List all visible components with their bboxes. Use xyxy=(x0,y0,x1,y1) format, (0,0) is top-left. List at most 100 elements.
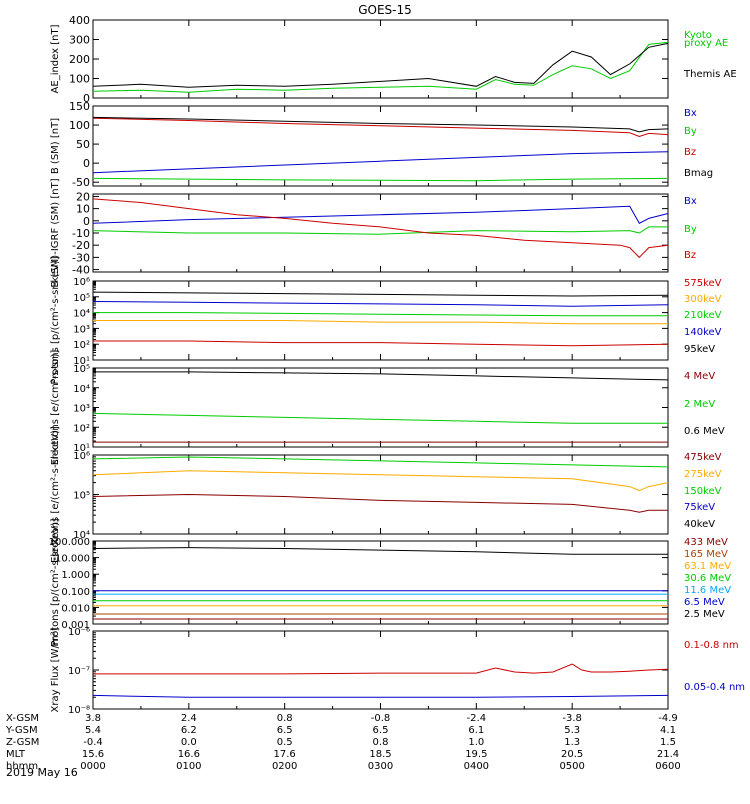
ephemeris-row-label: X-GSM xyxy=(6,713,39,724)
series-line-475kev xyxy=(92,493,668,513)
legend-entry: Bmag xyxy=(684,168,713,179)
y-tick-label: 10⁻⁸ xyxy=(68,705,90,716)
legend-entry: 475keV xyxy=(684,452,722,463)
ephemeris-value: 17.6 xyxy=(274,749,296,760)
series-line-95kev xyxy=(92,291,669,297)
series-line-kyoto xyxy=(92,41,669,93)
legend-entry: 75keV xyxy=(684,502,715,513)
legend-entry: Bz xyxy=(684,147,696,158)
series-line-bz xyxy=(92,198,669,259)
ephemeris-value: 0600 xyxy=(655,761,680,772)
ephemeris-value: 0000 xyxy=(80,761,105,772)
ephemeris-value: 20.5 xyxy=(561,749,583,760)
legend-entry: 2 MeV xyxy=(684,399,715,410)
y-tick-label: 10⁴ xyxy=(73,530,90,541)
y-axis-label: Protons [p/(cm²-s-sr-keV)] xyxy=(50,256,61,384)
series-line-by xyxy=(92,177,669,182)
legend-entry: 210keV xyxy=(684,310,722,321)
y-tick-label: 10³ xyxy=(73,324,90,335)
series-line-275kev xyxy=(92,470,669,492)
series-line-140kev xyxy=(92,301,669,307)
legend-entry: Bz xyxy=(684,250,696,261)
y-tick-label: 10⁵ xyxy=(73,491,90,502)
y-tick-label: 10² xyxy=(73,340,90,351)
ephemeris-value: 15.6 xyxy=(82,749,104,760)
panel-2: -50 0 50 100 150 B (SM) [nT] Bx By Bz Bmag xyxy=(50,100,713,189)
plot-title: GOES-15 xyxy=(358,3,412,17)
panel-frame xyxy=(92,540,669,625)
y-tick-label: 0.001 xyxy=(61,620,90,631)
date-label: 2019 May 16 xyxy=(6,766,78,779)
series-line-by xyxy=(92,226,668,235)
series-line-0-1-0-8-nm xyxy=(93,663,669,675)
y-tick-label: 100.000 xyxy=(49,537,90,548)
y-tick-label: 10⁶ xyxy=(73,277,90,288)
ephemeris-value: 0.8 xyxy=(373,737,389,748)
ephemeris-value: 0200 xyxy=(272,761,297,772)
y-tick-label: 10¹ xyxy=(73,356,90,367)
ephemeris-row-label: Z-GSM xyxy=(6,737,39,748)
ephemeris-value: 0.5 xyxy=(277,737,293,748)
y-tick-label: 10¹ xyxy=(73,443,90,454)
y-axis-label: AE_index [nT] xyxy=(50,24,61,93)
y-tick-label: 150 xyxy=(69,100,90,113)
y-tick-label: 10⁴ xyxy=(73,309,90,320)
ephemeris-value: 0300 xyxy=(368,761,393,772)
ephemeris-value: 6.5 xyxy=(277,725,293,736)
legend-entry: 95keV xyxy=(684,344,715,355)
y-tick-label: 10.000 xyxy=(55,554,90,565)
ephemeris-value: 3.8 xyxy=(85,713,101,724)
ephemeris-value: 2.4 xyxy=(181,713,197,724)
panel-4: 10¹ 10² 10³ 10⁴ 10⁵ 10⁶ Protons [p/(cm²-s-sr-k… xyxy=(50,256,722,384)
legend-entry: 6.5 MeV xyxy=(684,597,725,608)
series-line-210kev xyxy=(93,312,668,317)
series-line-2-mev xyxy=(92,412,668,424)
y-tick-label: -40 xyxy=(72,264,90,277)
ephemeris-value: -3.8 xyxy=(562,713,582,724)
y-tick-label: 0.010 xyxy=(61,603,90,614)
legend-entry: 11.6 MeV xyxy=(684,585,731,596)
y-tick-label: 10 xyxy=(76,203,90,216)
y-tick-label: 300 xyxy=(69,34,90,47)
legend-entry: 150keV xyxy=(684,486,722,497)
ephemeris-value: 1.0 xyxy=(468,737,484,748)
legend-entry: 140keV xyxy=(684,327,722,338)
y-tick-label: -50 xyxy=(72,176,90,189)
y-axis-label: Protons [p/(cm²-s-sr-keV)] xyxy=(50,518,61,646)
y-tick-label: 10⁴ xyxy=(73,384,90,395)
legend-entry: Kyoto xyxy=(684,30,712,41)
y-tick-label: 0 xyxy=(83,92,90,105)
series-line-0-05-0-4-nm xyxy=(92,694,669,698)
legend-entry: 165 MeV xyxy=(684,549,728,560)
ephemeris-value: 0400 xyxy=(464,761,489,772)
ephemeris-value: 0100 xyxy=(176,761,201,772)
ephemeris-value: 4.1 xyxy=(660,725,676,736)
ephemeris-row-label: Y-GSM xyxy=(5,725,38,736)
y-tick-label: 10⁶ xyxy=(73,451,90,462)
legend-entry: Bx xyxy=(684,196,697,207)
ephemeris-value: -0.8 xyxy=(371,713,391,724)
y-tick-label: 10⁻⁷ xyxy=(68,666,90,677)
legend-entry: By xyxy=(684,224,697,235)
ephemeris-value: 1.5 xyxy=(660,737,676,748)
legend-entry: Bx xyxy=(684,108,697,119)
y-axis-label: Xray Flux [W/m²] xyxy=(50,627,61,712)
ephemeris-row-label: hhmm xyxy=(6,761,38,772)
y-tick-label: 1.000 xyxy=(61,570,90,581)
y-tick-label: 10² xyxy=(73,423,90,434)
y-tick-label: 0 xyxy=(83,157,90,170)
series-line-bx xyxy=(92,205,669,224)
y-tick-label: 0.100 xyxy=(61,587,90,598)
legend-entry: 0.05-0.4 nm xyxy=(684,682,745,693)
panel-8: 10⁻⁸ 10⁻⁷ 10⁻⁶ Xray Flux [W/m²] 0.1-0.8 nm 0.… xyxy=(50,627,745,716)
ephemeris-value: 0500 xyxy=(559,761,584,772)
legend-entry: 63.1 MeV xyxy=(684,561,731,572)
y-tick-label: 20 xyxy=(76,190,90,203)
y-axis-label: B (SM) [nT] xyxy=(50,118,61,174)
legend-entry: 40keV xyxy=(684,519,715,530)
